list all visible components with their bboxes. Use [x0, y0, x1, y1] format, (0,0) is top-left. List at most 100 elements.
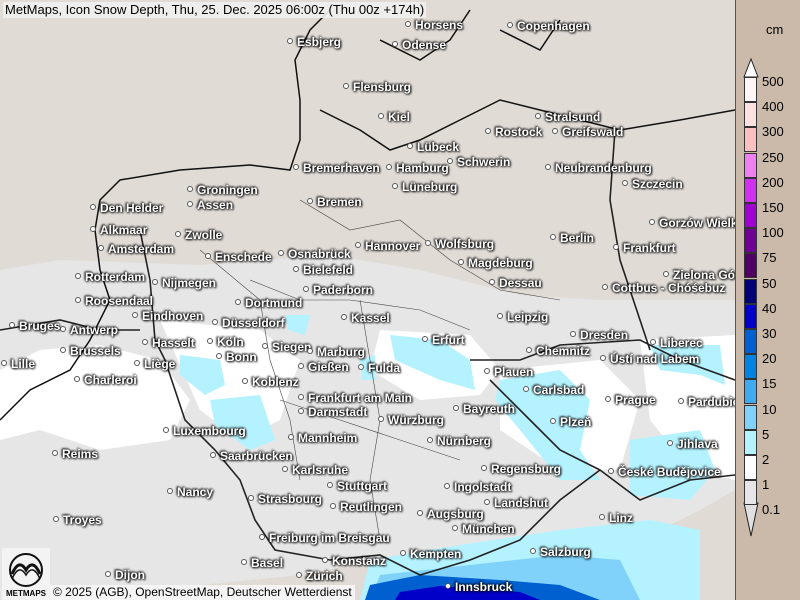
city-label: Pardubice	[678, 396, 735, 409]
city-label: Gießen	[298, 361, 349, 374]
city-label: Odense	[392, 39, 446, 52]
legend-color-box	[744, 455, 757, 480]
city-label: Leipzig	[497, 311, 548, 324]
legend-label: 75	[762, 250, 777, 266]
legend-color-box	[744, 329, 757, 354]
city-label: Marburg	[307, 346, 365, 359]
city-label: Darmstadt	[298, 406, 367, 419]
city-label: Chemnitz	[526, 345, 590, 358]
legend-label: 2	[762, 452, 770, 467]
city-label: Gorzów Wielkopolski	[649, 217, 735, 230]
city-label: Köln	[207, 336, 244, 349]
city-label: Regensburg	[481, 463, 561, 476]
city-label: Flensburg	[343, 81, 411, 94]
city-label: Freiburg im Breisgau	[259, 532, 390, 545]
city-label: Nürnberg	[427, 435, 491, 448]
map-canvas[interactable]: MetMaps, Icon Snow Depth, Thu, 25. Dec. …	[0, 0, 735, 600]
city-label: Basel	[241, 557, 283, 570]
city-label: Hannover	[355, 240, 420, 253]
city-label: Lüneburg	[392, 181, 457, 194]
legend-color-box	[744, 429, 757, 455]
city-label: Groningen	[187, 184, 258, 197]
legend-label: 1	[762, 477, 770, 493]
legend-label: 200	[762, 174, 784, 190]
legend-label: 400	[762, 99, 784, 115]
city-label: Roosendaal	[75, 295, 153, 308]
legend-unit: cm	[766, 22, 784, 37]
city-label: Konstanz	[322, 555, 386, 568]
city-label: Stralsund	[535, 111, 600, 124]
legend-color-box	[744, 152, 757, 178]
legend-color-box	[744, 102, 757, 128]
city-label: Hasselt	[142, 337, 195, 350]
legend-color-box	[744, 77, 757, 102]
legend-label: 30	[762, 326, 777, 341]
city-label: Copenhagen	[507, 20, 590, 33]
city-label: Brussels	[60, 345, 121, 358]
legend-label: 250	[762, 149, 784, 165]
legend-color-box	[744, 480, 757, 506]
city-label: Zürich	[296, 570, 343, 583]
legend-under-triangle	[743, 502, 759, 537]
legend-color-box	[744, 253, 757, 279]
legend-color-box	[744, 379, 757, 405]
city-label: Koblenz	[242, 376, 299, 389]
map-title: MetMaps, Icon Snow Depth, Thu, 25. Dec. …	[3, 2, 427, 18]
city-label: Fulda	[358, 362, 400, 375]
city-label: Szczecin	[622, 178, 683, 191]
city-label: Dijon	[105, 569, 145, 582]
city-label: Bremerhaven	[293, 162, 380, 175]
legend-label: 100	[762, 225, 784, 241]
city-label: Kassel	[341, 312, 390, 325]
legend-color-box	[744, 404, 757, 430]
city-label: Plauen	[484, 366, 533, 379]
city-label: Prague	[605, 394, 656, 407]
legend-color-box	[744, 203, 757, 228]
legend-color-box	[744, 177, 757, 203]
city-label: Luxembourg	[163, 425, 246, 438]
city-label: České Budějovice	[608, 466, 721, 479]
city-label: Saarbrücken	[210, 450, 293, 463]
city-label: Bremen	[307, 196, 362, 209]
legend-label: 150	[762, 200, 784, 215]
city-label: Strasbourg	[248, 493, 322, 506]
city-label: Rotterdam	[75, 271, 145, 284]
city-label: Salzburg	[530, 546, 591, 559]
legend-over-triangle	[743, 58, 759, 78]
legend-label: 5	[762, 426, 770, 442]
city-label: Paderborn	[303, 284, 373, 297]
legend-label: 40	[762, 300, 777, 316]
snow-depth-legend: cm 500 400 300 250 200 150 100 75 50 40 30 20 15 10 5 2…	[735, 0, 800, 600]
legend-label: 20	[762, 351, 777, 367]
city-label: Frankfurt am Main	[298, 392, 412, 405]
city-label: Liège	[134, 358, 175, 371]
city-label: Ústí nad Labem	[600, 353, 699, 366]
city-label: Berlin	[550, 232, 594, 245]
city-label: Mannheim	[288, 432, 357, 445]
legend-label: 15	[762, 376, 777, 392]
city-label: Erfurt	[422, 334, 465, 347]
city-label: Assen	[187, 199, 233, 212]
city-label: Nijmegen	[152, 277, 216, 290]
svg-text:METMAPS: METMAPS	[6, 589, 47, 598]
legend-label: 0.1	[762, 502, 781, 518]
city-label: Bruges	[9, 320, 60, 333]
legend-color-box	[744, 354, 757, 380]
city-label: Reutlingen	[330, 501, 402, 514]
city-label: Bayreuth	[453, 403, 515, 416]
city-label: Dresden	[570, 329, 628, 342]
legend-color-box	[744, 278, 757, 304]
city-label: Cottbus - Chóśebuz	[602, 282, 725, 295]
city-label: Kiel	[378, 111, 410, 124]
legend-label: 300	[762, 124, 784, 140]
city-label: Ingolstadt	[444, 481, 511, 494]
city-label: Reims	[52, 448, 98, 461]
city-label: Amsterdam	[98, 243, 174, 256]
city-label: Düsseldorf	[212, 317, 285, 330]
city-label: Augsburg	[417, 508, 484, 521]
city-label: Plzeň	[550, 416, 591, 429]
city-label: Karlsruhe	[282, 464, 348, 477]
legend-label: 10	[762, 401, 777, 417]
city-label: Zwolle	[175, 229, 222, 242]
city-label: Horsens	[405, 19, 463, 32]
